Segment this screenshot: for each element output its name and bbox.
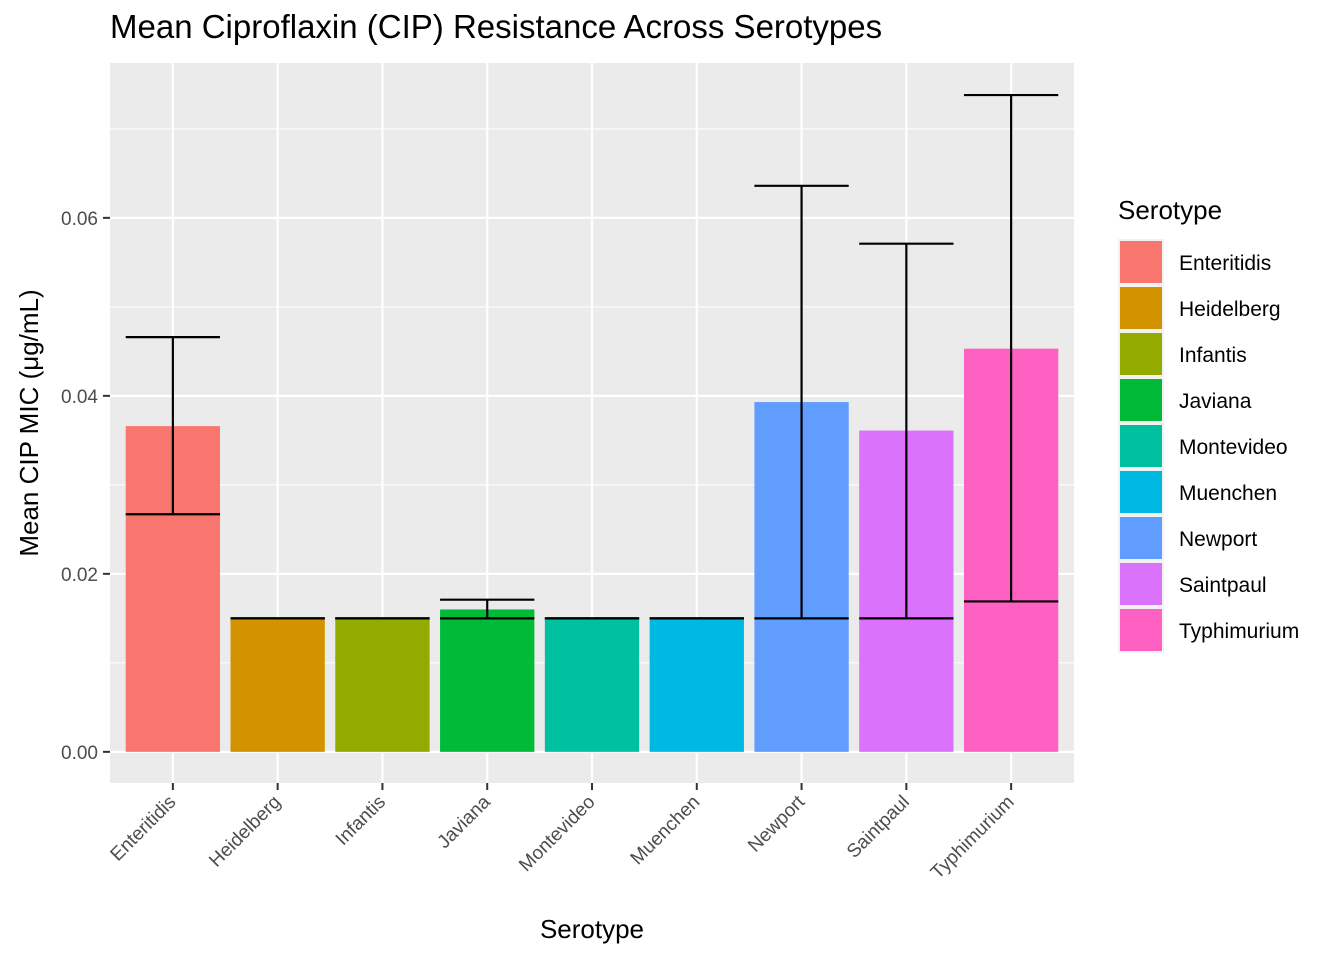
y-axis-title: Mean CIP MIC (μg/mL) (14, 289, 44, 556)
y-tick-label: 0.04 (61, 387, 98, 408)
legend-key-swatch (1120, 241, 1162, 283)
x-tick-label: Enteritidis (107, 792, 181, 866)
error-bar-enteritidis (125, 336, 221, 516)
legend-key-swatch (1120, 425, 1162, 467)
legend-item-saintpaul: Saintpaul (1118, 561, 1267, 607)
legend-label: Newport (1179, 528, 1257, 551)
x-tick-label: Muenchen (627, 792, 705, 870)
bar-muenchen (649, 618, 744, 752)
legend-key-swatch (1120, 563, 1162, 605)
y-axis: 0.00 0.02 0.04 0.06 (61, 209, 110, 764)
error-bar-saintpaul (859, 242, 954, 620)
error-bar-newport (754, 184, 849, 620)
legend-label: Montevideo (1179, 436, 1288, 459)
legend-key-swatch (1120, 379, 1162, 421)
chart-title: Mean Ciproflaxin (CIP) Resistance Across… (110, 8, 883, 45)
legend-label: Javiana (1179, 390, 1252, 413)
bar-montevideo (544, 618, 640, 752)
x-axis-title: Serotype (540, 914, 644, 944)
legend-label: Typhimurium (1179, 620, 1299, 643)
bar-javiana (440, 609, 535, 752)
legend: Serotype Enteritidis Heidelberg Infantis Ja… (1118, 195, 1299, 653)
legend-item-newport: Newport (1118, 515, 1257, 561)
x-tick-label: Montevideo (515, 792, 599, 876)
legend-label: Saintpaul (1179, 574, 1267, 597)
legend-key-swatch (1120, 333, 1162, 375)
legend-item-enteritidis: Enteritidis (1118, 239, 1271, 285)
y-tick-label: 0.02 (61, 565, 98, 586)
legend-label: Muenchen (1179, 482, 1277, 505)
x-tick-label: Infantis (332, 792, 390, 850)
legend-key-swatch (1120, 517, 1162, 559)
legend-key-swatch (1120, 471, 1162, 513)
legend-label: Heidelberg (1179, 298, 1281, 321)
x-tick-label: Heidelberg (205, 792, 285, 872)
error-bars (125, 93, 1059, 620)
x-tick-label: Javiana (434, 791, 495, 852)
legend-key-swatch (1120, 609, 1162, 651)
legend-title: Serotype (1118, 195, 1222, 225)
y-tick-label: 0.00 (61, 743, 98, 764)
legend-item-infantis: Infantis (1118, 331, 1247, 377)
x-tick-label: Saintpaul (843, 792, 914, 863)
legend-item-muenchen: Muenchen (1118, 469, 1277, 515)
bars (125, 348, 1059, 752)
legend-key-swatch (1120, 287, 1162, 329)
legend-item-heidelberg: Heidelberg (1118, 285, 1281, 331)
legend-item-typhimurium: Typhimurium (1118, 607, 1299, 653)
error-bar-javiana (440, 598, 535, 620)
x-axis: Enteritidis Heidelberg Infantis Javiana Mont… (107, 783, 1019, 883)
legend-item-montevideo: Montevideo (1118, 423, 1288, 469)
legend-label: Enteritidis (1179, 252, 1271, 275)
x-tick-label: Newport (744, 791, 809, 856)
x-tick-label: Typhimurium (927, 792, 1019, 884)
y-tick-label: 0.06 (61, 209, 98, 230)
error-bar-typhimurium (963, 93, 1059, 603)
legend-item-javiana: Javiana (1118, 377, 1252, 423)
legend-label: Infantis (1179, 344, 1247, 367)
bar-heidelberg (230, 618, 325, 752)
bar-infantis (335, 618, 430, 752)
